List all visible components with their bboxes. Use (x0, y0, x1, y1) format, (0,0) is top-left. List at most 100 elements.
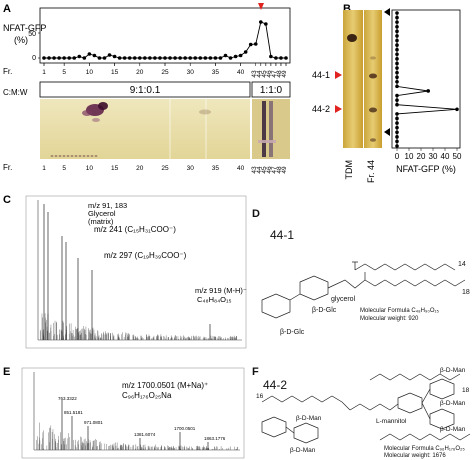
panel-a-data-point (57, 56, 61, 60)
panel-f-label: F (252, 366, 259, 378)
panel-b-data-point (395, 20, 399, 24)
panel-b-tlc-lane-fr44 (364, 10, 382, 148)
tlc-origin-spot (78, 155, 82, 157)
panel-d-title: 44-1 (270, 228, 294, 242)
panel-c-spectrum-peaks (39, 204, 237, 340)
panel-b-band-1-arrow (335, 71, 342, 79)
panel-a-data-point (258, 20, 263, 24)
tlc-spot-dark (98, 102, 108, 110)
fraction-tick-label: 10 (86, 165, 94, 172)
tlc-origin-spot (82, 155, 86, 157)
panel-a-data-point (72, 56, 77, 60)
tlc-lane-44 (262, 101, 266, 157)
panel-b-data-point (395, 47, 399, 52)
ester-carbonyl (352, 261, 358, 270)
panel-b-data-point (395, 29, 399, 34)
panel-b-data-point (395, 102, 399, 107)
panel-b-xtick-label: 20 (417, 152, 426, 161)
panel-a-yunit: (%) (14, 35, 28, 45)
glc-ring-1 (261, 293, 291, 319)
fraction-tick-label: 5 (62, 69, 66, 76)
man-ring-5 (429, 408, 455, 430)
panel-a-data-point (127, 56, 132, 60)
panel-a-data-point (284, 56, 288, 60)
glycosidic-bond (289, 293, 301, 301)
fatty-acid-chain-bottom (379, 433, 471, 441)
panel-e-spectrum-frame (21, 367, 245, 459)
panel-b-data-point (395, 112, 399, 116)
panel-b-data-point (395, 70, 399, 75)
panel-b-lane-tdm: TDM (344, 160, 354, 180)
tlc-origin-spot (62, 155, 66, 157)
fraction-tick-label: 30 (187, 69, 195, 76)
panel-e: E m/z 1700.0501 (M+Na)⁺ C₉₆H₁₇₆O₂₅Na 763… (3, 366, 245, 459)
fraction-tick-label: 47 (271, 70, 278, 78)
panel-b-xlabel: NFAT-GFP (%) (396, 164, 456, 174)
panel-b-data-point (395, 116, 399, 121)
solvent-box-2 (251, 81, 291, 98)
fraction-tick-label: 35 (212, 165, 220, 172)
glc-label-2: β-D-Glc (312, 307, 337, 314)
fraction-tick-label: 49 (281, 70, 288, 78)
fraction-tick-label: 5 (62, 165, 66, 172)
panel-a-data-point (233, 54, 238, 59)
panel-b-data-point (395, 139, 399, 144)
panel-e-peak-label: 971.0801 (84, 420, 103, 425)
glycerol-backbone (327, 279, 366, 289)
panel-b-xticks: 0 10 20 30 40 50 (395, 148, 462, 161)
panel-e-peak-label: 1700.0501 (174, 426, 196, 431)
fatty-acid-chain-14 (354, 263, 456, 271)
panel-e-peak-label: 1863.1776 (204, 436, 226, 441)
panel-a-data-point (47, 56, 51, 60)
fraction-tick-label: 1 (42, 69, 46, 76)
panel-c-label: C (3, 194, 11, 206)
panel-a-data-point (148, 56, 152, 60)
panel-d-formula: Molecular Formula C₄₈H₉₀O₁₅ (360, 308, 440, 314)
panel-a-ytick-0: 0 (32, 55, 36, 62)
panel-e-spectrum-peaks (36, 400, 238, 450)
fraction-tick-label: 45 (261, 70, 268, 78)
panel-b-series-line (396, 13, 458, 146)
panel-a-data-point (248, 42, 253, 47)
tlc-origin-spot (66, 155, 70, 157)
fraction-tick-label: 40 (237, 69, 245, 76)
man-label-2: β-D-Man (290, 447, 316, 454)
panel-b-data-point (395, 43, 399, 47)
panel-b-data-point (395, 57, 399, 61)
panel-b-band-2-label: 44-2 (312, 104, 330, 114)
tlc-origin-spot (70, 155, 74, 157)
panel-a-tlc-plate (40, 99, 290, 159)
panel-a-data-point (269, 54, 273, 59)
panel-a-data-point (193, 56, 198, 60)
fraction-tick-label: 49 (281, 166, 288, 174)
panel-a-data-point (62, 56, 66, 60)
fraction-tick-label: 43 (251, 166, 258, 174)
tlc-origin-spot (50, 155, 54, 157)
panel-b-spot-origin (370, 138, 376, 142)
panel-e-peak-label: 851.5181 (64, 410, 83, 415)
tlc-spot (82, 110, 92, 116)
tlc-band (258, 140, 276, 143)
panel-d-label: D (252, 208, 260, 220)
panel-f-formula: Molecular Formula C₉₆H₁₇₆O₂₅ (384, 446, 465, 452)
fraction-tick-label: 35 (212, 69, 220, 76)
tlc-plate-1 (40, 99, 250, 159)
panel-b-tlc-lane-tdm (343, 10, 363, 148)
panel-a-data-point (42, 56, 46, 60)
panel-a-data-point (67, 56, 72, 60)
panel-a-data-point (188, 56, 193, 60)
man-label-5: β-D-Man (440, 426, 466, 433)
glycosidic-bond (421, 388, 431, 420)
tlc-origin-spot (90, 155, 94, 157)
panel-b-xtick-label: 10 (405, 152, 414, 161)
fraction-tick-label: 15 (111, 165, 119, 172)
panel-a-data-point (279, 56, 283, 60)
panel-b-band-2-arrow (335, 105, 342, 113)
panel-e-peak-label: 763.3322 (58, 396, 77, 401)
solvent-box-1 (39, 81, 251, 98)
panel-c-peak-4: m/z 919 (M-H)⁻ (195, 286, 247, 295)
panel-b-data-point (395, 15, 399, 20)
panel-d-weight: Molecular weight: 920 (360, 316, 419, 322)
panel-f: F 44-2 β-D-Man β-D-Man β-D-Man β-D-Man β… (252, 366, 471, 459)
